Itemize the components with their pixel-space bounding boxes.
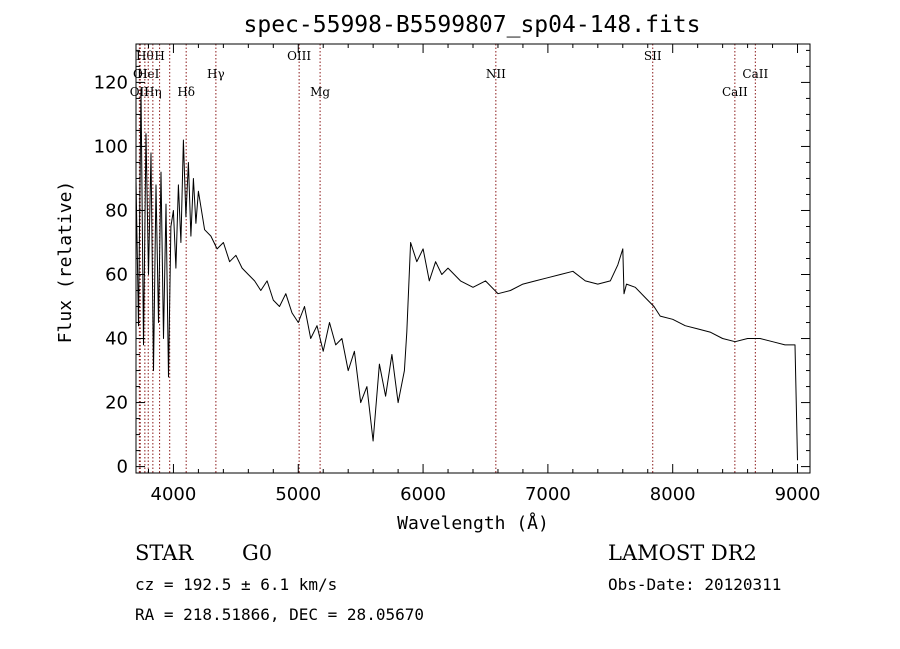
y-tick-label: 40 — [105, 329, 128, 350]
x-axis-ticks: 4000 5000 6000 7000 8000 9000 — [147, 44, 821, 505]
y-tick-label: 100 — [94, 136, 128, 157]
marker-label: Hδ — [177, 85, 195, 99]
survey-name: LAMOST DR2 — [608, 541, 757, 565]
marker-label: OI — [133, 67, 148, 81]
marker-label: NII — [486, 67, 506, 81]
redshift-velocity: cz = 192.5 ± 6.1 km/s — [135, 575, 337, 594]
x-tick-label: 6000 — [400, 484, 446, 505]
x-axis-label: Wavelength (Å) — [397, 512, 549, 534]
y-tick-label: 0 — [117, 457, 128, 478]
marker-label: SII — [644, 49, 662, 63]
marker-label: H — [154, 49, 164, 63]
y-axis-label: Flux (relative) — [55, 181, 76, 344]
marker-label: Hθ — [136, 49, 154, 63]
y-tick-label: 80 — [105, 200, 128, 221]
y-tick-label: 20 — [105, 393, 128, 414]
x-tick-label: 5000 — [275, 484, 321, 505]
marker-label: Hγ — [207, 67, 225, 81]
marker-label: CaII — [742, 67, 768, 81]
x-tick-label: 9000 — [775, 484, 821, 505]
x-tick-label: 8000 — [650, 484, 696, 505]
marker-label: HeI — [137, 67, 160, 81]
marker-label: OIII — [287, 49, 311, 63]
spectral-line-markers: OII OI Hθ HeI Hη H Hδ Hγ OIII Mg NII SII CaII CaII — [130, 44, 768, 473]
marker-label: OII — [130, 85, 150, 99]
y-tick-label: 60 — [105, 265, 128, 286]
x-tick-label: 4000 — [151, 484, 197, 505]
marker-label: Mg — [310, 85, 330, 99]
chart-title: spec-55998-B5599807_sp04-148.fits — [244, 12, 701, 38]
spectrum-line — [135, 88, 798, 461]
object-subclass: G0 — [242, 541, 272, 565]
coordinates: RA = 218.51866, DEC = 28.05670 — [135, 605, 424, 624]
x-tick-label: 7000 — [525, 484, 571, 505]
observation-date: Obs-Date: 20120311 — [608, 575, 781, 594]
marker-label: Hη — [144, 85, 162, 99]
object-type: STAR — [135, 541, 194, 565]
y-axis-ticks: 0 20 40 60 80 100 120 — [94, 49, 810, 478]
spectrum-series — [135, 88, 798, 461]
marker-label: CaII — [722, 85, 748, 99]
y-tick-label: 120 — [94, 72, 128, 93]
